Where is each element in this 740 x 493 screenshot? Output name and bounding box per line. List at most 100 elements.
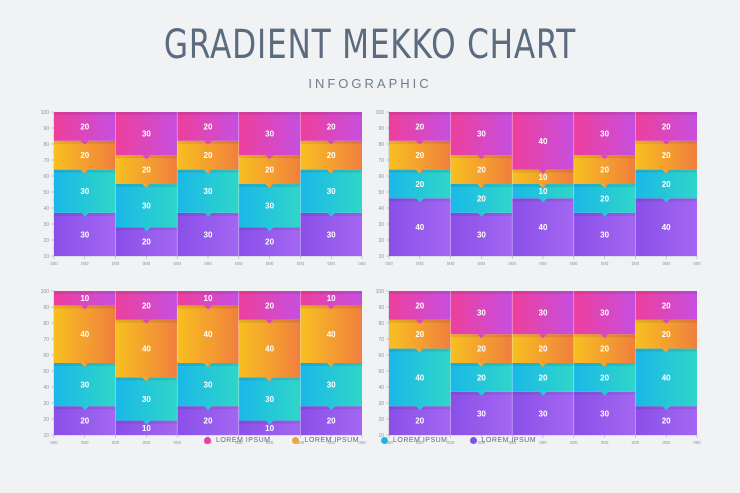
y-tick-label: 70 [43,158,49,164]
data-label: 40 [80,330,89,339]
data-label: 20 [265,238,274,247]
y-tick-label: 60 [378,174,384,180]
bar-segment-shade [635,291,697,294]
bar-segment [177,291,239,306]
data-label: 40 [327,330,336,339]
segment-pointer [327,406,336,411]
bar-segment [54,363,116,407]
x-tick-label: 000 [235,440,243,445]
data-label: 30 [539,309,548,318]
data-label: 10 [80,294,89,303]
bar-segment [450,291,513,335]
bar-segment [177,305,239,363]
bar-segment [512,169,574,184]
segment-pointer [600,363,609,367]
data-label: 20 [600,194,609,203]
x-tick-label: 000 [693,440,701,445]
data-label: 20 [204,122,213,131]
data-label: 20 [265,166,274,175]
bar-segment [512,198,574,256]
data-label: 20 [662,180,671,189]
bar-segment [238,112,301,156]
bar-segment [635,140,697,170]
segment-pointer [600,212,609,217]
segment-pointer [204,140,212,145]
data-label: 30 [327,381,336,390]
y-tick-label: 10 [378,433,384,439]
data-label: 30 [539,409,548,418]
segment-pointer [80,169,89,174]
segment-pointer [265,377,274,382]
x-tick-label: 000 [693,261,701,266]
segment-pointer [539,198,547,203]
segment-pointer [539,391,547,396]
segment-pointer [80,363,89,367]
x-tick-label: 000 [539,440,547,445]
bar-segment [573,334,636,363]
y-tick-label: 40 [378,206,384,212]
bar-segment [177,140,239,170]
bar-segment [115,377,178,421]
bar-segment [115,155,178,184]
y-tick-label: 10 [43,433,49,439]
segment-pointer [415,406,424,411]
data-label: 20 [142,301,151,310]
segment-pointer [265,184,274,188]
data-label: 40 [539,223,548,232]
segment-pointer [204,305,212,310]
data-label: 30 [265,202,274,211]
bar-segment [238,155,301,184]
data-label: 30 [477,230,486,239]
x-tick-label: 000 [508,261,516,266]
y-tick-label: 40 [378,385,384,391]
bar-segment [54,291,116,306]
x-tick-label: 000 [478,261,486,266]
x-tick-label: 000 [358,261,366,266]
x-tick-label: 000 [204,261,212,266]
data-label: 20 [415,180,424,189]
data-label: 20 [662,301,671,310]
data-label: 30 [265,395,274,404]
data-label: 30 [204,230,213,239]
data-label: 40 [662,373,671,382]
data-label: 30 [327,187,336,196]
bar-segment-shade [635,112,697,115]
segment-pointer [415,169,424,174]
data-label: 40 [415,373,424,382]
segment-pointer [477,363,486,367]
data-label: 40 [142,345,151,354]
x-tick-label: 000 [235,261,243,266]
segment-pointer [539,363,547,367]
segment-pointer [662,319,671,324]
segment-pointer [142,319,151,324]
bar-segment [54,112,116,141]
segment-pointer [80,305,89,310]
data-label: 20 [265,301,274,310]
segment-pointer [600,155,609,160]
bar-segment-shade [238,291,301,294]
data-label: 20 [600,373,609,382]
x-tick-label: 000 [570,440,578,445]
data-label: 20 [477,345,486,354]
data-label: 40 [539,137,548,146]
y-tick-label: 50 [378,369,384,375]
bar-segment [573,155,636,184]
x-tick-label: 000 [662,440,670,445]
data-label: 30 [142,202,151,211]
data-label: 30 [477,409,486,418]
x-tick-label: 000 [112,261,120,266]
bar-segment-shade [512,291,574,294]
bar-segment [54,140,116,170]
data-label: 20 [539,373,548,382]
data-label: 30 [142,130,151,139]
y-tick-label: 50 [43,369,49,375]
x-tick-label: 000 [50,261,58,266]
segment-pointer [142,155,151,160]
y-tick-label: 20 [378,238,384,244]
x-tick-label: 000 [327,440,335,445]
y-tick-label: 50 [43,190,49,196]
data-label: 20 [415,330,424,339]
data-label: 20 [80,417,89,426]
bar-segment [300,169,362,213]
segment-pointer [327,140,336,145]
